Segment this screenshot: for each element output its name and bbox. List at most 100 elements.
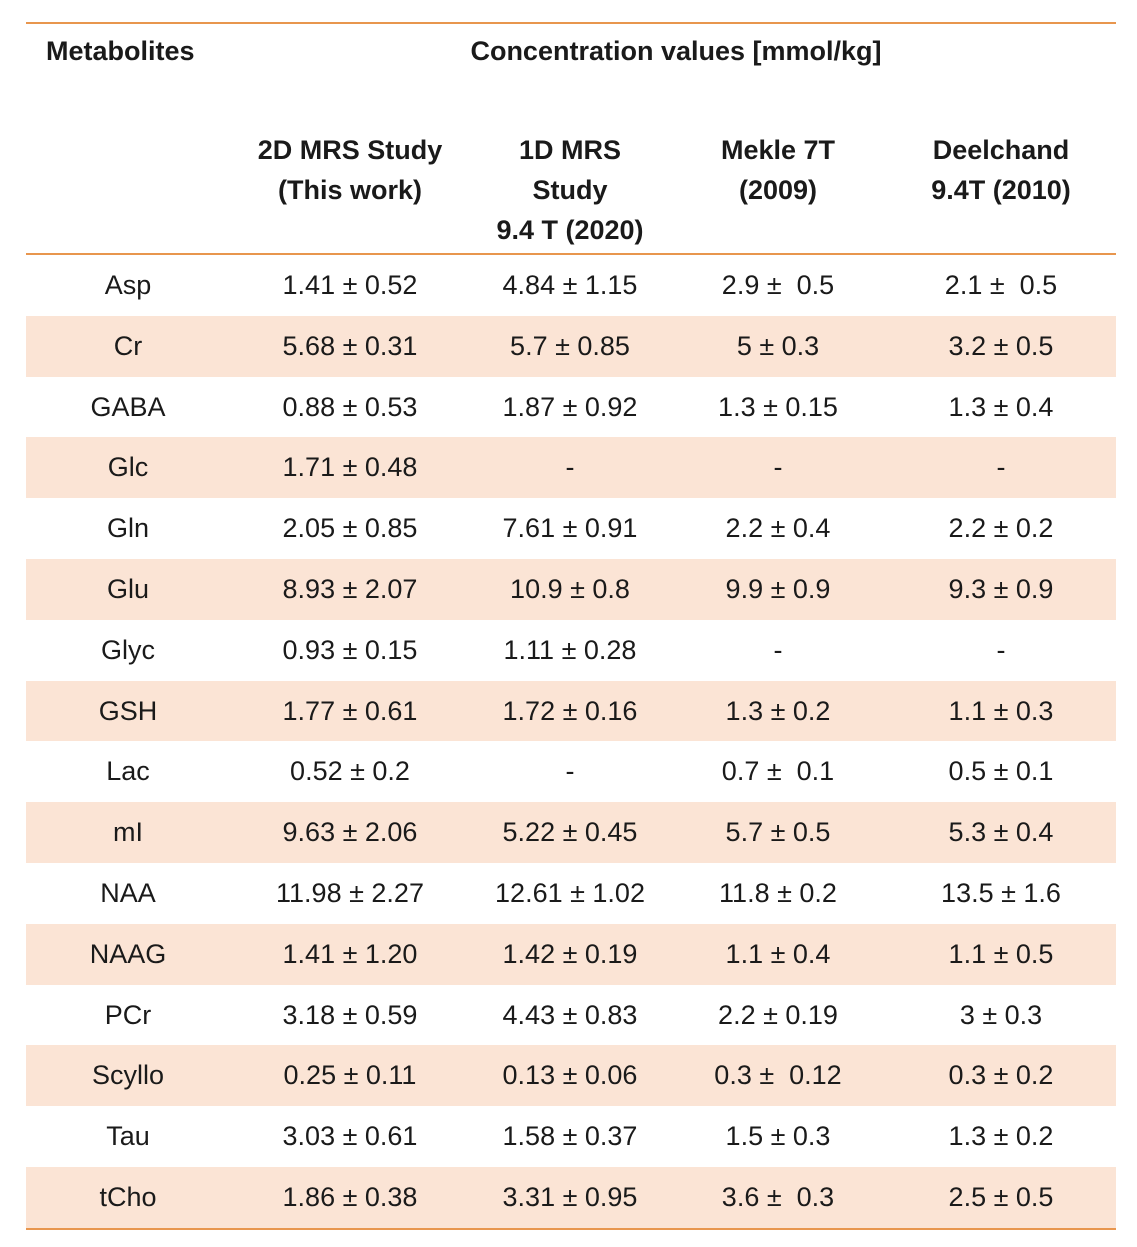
table-body: Asp 1.41 ± 0.52 4.84 ± 1.15 2.9 ± 0.5 2.1 ± … <box>26 255 1116 1228</box>
concentration-value-cell: 0.3 ± 0.2 <box>948 1060 1054 1091</box>
concentration-value-cell: 0.3 ± 0.12 <box>714 1060 842 1091</box>
concentration-value-cell: 0.5 ± 0.1 <box>948 756 1054 787</box>
concentration-value-cell: 1.5 ± 0.3 <box>725 1121 831 1152</box>
concentration-value-cell: 13.5 ± 1.6 <box>941 877 1061 908</box>
metabolite-name-cell: Lac <box>106 756 150 787</box>
header-rule <box>26 253 1116 255</box>
concentration-value-cell: - <box>565 756 575 787</box>
column-header-line: 1D MRS <box>518 135 621 165</box>
concentration-value-cell: 1.3 ± 0.2 <box>948 1121 1054 1152</box>
metabolite-name-cell: Cr <box>113 330 143 361</box>
concentration-value-cell: 1.77 ± 0.61 <box>282 695 418 726</box>
column-header-line: Mekle 7T <box>720 135 836 165</box>
concentration-value-cell: 7.61 ± 0.91 <box>502 513 638 544</box>
concentration-value-cell: 3 ± 0.3 <box>959 999 1043 1030</box>
table-row: Asp 1.41 ± 0.52 4.84 ± 1.15 2.9 ± 0.5 2.1 ± … <box>26 255 1116 316</box>
table-row: Glu 8.93 ± 2.07 10.9 ± 0.8 9.9 ± 0.9 9.3 ± 0… <box>26 558 1116 620</box>
concentration-value-cell: 1.1 ± 0.5 <box>948 938 1054 969</box>
table-row: Lac 0.52 ± 0.2 - 0.7 ± 0.1 0.5 ± 0.1 <box>26 741 1116 802</box>
concentration-value-cell: 0.52 ± 0.2 <box>290 756 410 787</box>
concentration-value-cell: 5.3 ± 0.4 <box>948 817 1054 848</box>
concentration-value-cell: 5.68 ± 0.31 <box>282 330 418 361</box>
concentration-value-cell: 2.9 ± 0.5 <box>721 270 835 300</box>
table-row: Cr 5.68 ± 0.31 5.7 ± 0.85 5 ± 0.3 3.2 ± 0.5 <box>26 315 1116 377</box>
concentration-value-cell: 4.84 ± 1.15 <box>502 270 638 300</box>
metabolite-name-cell: Gln <box>106 513 150 544</box>
concentration-value-cell: 1.87 ± 0.92 <box>502 391 638 422</box>
column-header-line: 9.4 T (2020) <box>496 215 644 245</box>
concentration-value-cell: 0.88 ± 0.53 <box>282 391 418 422</box>
table-row: GSH 1.77 ± 0.61 1.72 ± 0.16 1.3 ± 0.2 1.1 ± … <box>26 680 1116 742</box>
metabolite-name-cell: GABA <box>90 391 166 422</box>
concentration-value-cell: 1.1 ± 0.4 <box>725 938 831 969</box>
concentration-value-cell: - <box>773 452 783 483</box>
table-row: NAA 11.98 ± 2.27 12.61 ± 1.02 11.8 ± 0.2 13.… <box>26 863 1116 924</box>
concentration-value-cell: 0.93 ± 0.15 <box>282 634 418 665</box>
concentration-value-cell: 3.6 ± 0.3 <box>721 1181 835 1212</box>
concentration-value-cell: 1.3 ± 0.4 <box>948 391 1054 422</box>
concentration-value-cell: 5.7 ± 0.85 <box>510 330 630 361</box>
concentration-value-cell: 4.43 ± 0.83 <box>502 999 638 1030</box>
column-header-2d-mrs: 2D MRS Study (This work) <box>240 130 460 210</box>
column-header-1d-mrs: 1D MRS Study 9.4 T (2020) <box>460 130 680 250</box>
concentration-value-cell: 0.7 ± 0.1 <box>721 756 835 787</box>
column-header-line: 9.4T (2010) <box>931 175 1071 205</box>
metabolite-name-cell: NAA <box>100 877 156 908</box>
concentration-value-cell: 1.11 ± 0.28 <box>503 634 637 665</box>
concentration-value-cell: 12.61 ± 1.02 <box>495 877 645 908</box>
concentration-value-cell: 5.7 ± 0.5 <box>725 817 831 848</box>
concentration-value-cell: 0.25 ± 0.11 <box>283 1060 417 1091</box>
concentration-value-cell: 2.2 ± 0.4 <box>725 513 831 544</box>
concentration-value-cell: - <box>773 634 783 665</box>
table-row: Scyllo 0.25 ± 0.11 0.13 ± 0.06 0.3 ± 0.12 0.… <box>26 1045 1116 1107</box>
metabolite-name-cell: tCho <box>99 1181 157 1212</box>
column-header-mekle: Mekle 7T (2009) <box>680 130 876 210</box>
concentration-value-cell: 2.05 ± 0.85 <box>282 513 418 544</box>
concentration-header: Concentration values [mmol/kg] <box>470 36 882 66</box>
table-row: Tau 3.03 ± 0.61 1.58 ± 0.37 1.5 ± 0.3 1.3 ± … <box>26 1106 1116 1167</box>
concentration-value-cell: 1.58 ± 0.37 <box>502 1121 638 1152</box>
concentration-value-cell: 1.42 ± 0.19 <box>502 938 638 969</box>
concentration-value-cell: - <box>565 452 575 483</box>
concentration-value-cell: 3.2 ± 0.5 <box>948 330 1054 361</box>
concentration-value-cell: - <box>996 634 1006 665</box>
concentration-value-cell: 1.3 ± 0.2 <box>725 695 831 726</box>
concentration-value-cell: 1.86 ± 0.38 <box>282 1181 418 1212</box>
metabolite-name-cell: mI <box>113 817 143 848</box>
concentration-value-cell: 1.3 ± 0.15 <box>718 391 838 422</box>
metabolite-name-cell: NAAG <box>89 938 167 969</box>
concentration-value-cell: 9.63 ± 2.06 <box>282 817 418 848</box>
concentration-value-cell: 2.5 ± 0.5 <box>948 1181 1054 1212</box>
metabolite-name-cell: Tau <box>106 1121 150 1152</box>
metabolite-name-cell: PCr <box>104 999 152 1030</box>
concentration-value-cell: 1.72 ± 0.16 <box>502 695 638 726</box>
concentration-value-cell: - <box>996 452 1006 483</box>
metabolite-name-cell: Glyc <box>101 634 155 665</box>
metabolite-name-cell: Glu <box>106 573 150 604</box>
column-header-line: Study <box>532 175 608 205</box>
concentration-value-cell: 11.98 ± 2.27 <box>276 877 424 908</box>
concentration-value-cell: 11.8 ± 0.2 <box>719 877 837 908</box>
table-row: PCr 3.18 ± 0.59 4.43 ± 0.83 2.2 ± 0.19 3 ± 0… <box>26 985 1116 1046</box>
table-row: Glc 1.71 ± 0.48 - - - <box>26 437 1116 499</box>
concentration-value-cell: 3.03 ± 0.61 <box>282 1121 418 1152</box>
column-header-line: (2009) <box>738 175 818 205</box>
top-rule <box>26 22 1116 24</box>
column-header-line: 2D MRS Study <box>257 135 443 165</box>
table-row: tCho 1.86 ± 0.38 3.31 ± 0.95 3.6 ± 0.3 2.5 ±… <box>26 1166 1116 1228</box>
metabolite-name-cell: Asp <box>104 270 152 300</box>
metabolite-name-cell: GSH <box>98 695 158 726</box>
metabolite-name-cell: Scyllo <box>91 1060 165 1091</box>
concentration-value-cell: 9.9 ± 0.9 <box>725 573 831 604</box>
concentration-value-cell: 5 ± 0.3 <box>736 330 820 361</box>
table-row: mI 9.63 ± 2.06 5.22 ± 0.45 5.7 ± 0.5 5.3 ± 0… <box>26 802 1116 863</box>
concentration-value-cell: 3.31 ± 0.95 <box>502 1181 638 1212</box>
table-row: GABA 0.88 ± 0.53 1.87 ± 0.92 1.3 ± 0.15 1.3 … <box>26 377 1116 438</box>
concentration-value-cell: 8.93 ± 2.07 <box>282 573 418 604</box>
bottom-rule <box>26 1228 1116 1230</box>
concentration-value-cell: 3.18 ± 0.59 <box>282 999 418 1030</box>
concentration-value-cell: 1.41 ± 0.52 <box>282 270 418 300</box>
metabolite-name-cell: Glc <box>107 452 149 483</box>
concentration-value-cell: 0.13 ± 0.06 <box>502 1060 638 1091</box>
concentration-value-cell: 2.1 ± 0.5 <box>944 270 1058 300</box>
